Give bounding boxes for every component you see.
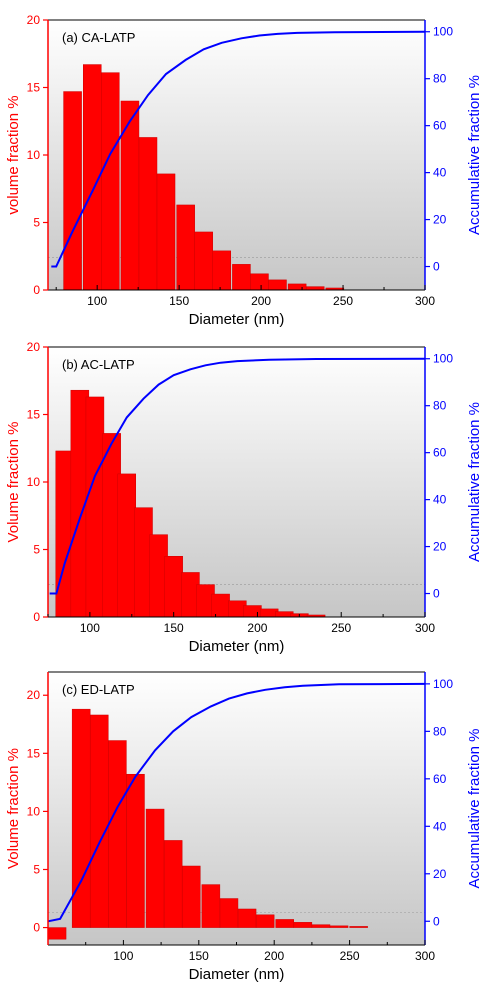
bar-14	[305, 286, 325, 291]
right-tick-label-20: 20	[433, 213, 447, 227]
right-tick-label-40: 40	[433, 819, 447, 833]
left-tick-label-10: 10	[27, 148, 41, 162]
right-tick-label-60: 60	[433, 446, 447, 460]
left-tick-label-5: 5	[33, 543, 40, 557]
left-tick-label-20: 20	[27, 340, 41, 354]
bar-1	[47, 927, 67, 940]
bar-1	[63, 91, 82, 291]
right-tick-label-100: 100	[433, 25, 453, 39]
left-tick-label-5: 5	[33, 216, 40, 230]
x-tick-label-300: 300	[415, 949, 435, 963]
bar-17	[349, 926, 368, 928]
bar-13	[275, 919, 295, 928]
bar-7	[176, 204, 195, 291]
x-tick-label-300: 300	[415, 621, 435, 635]
bar-10	[232, 264, 251, 291]
left-axis-title: Volume fraction %	[5, 422, 22, 543]
bar-2	[71, 708, 91, 928]
bar-8	[182, 865, 201, 928]
x-tick-label-250: 250	[331, 621, 351, 635]
x-tick-label-150: 150	[164, 621, 184, 635]
panel-label: (a) CA-LATP	[62, 30, 135, 45]
bar-11	[250, 273, 269, 291]
bar-9	[212, 250, 231, 291]
bar-13	[287, 283, 307, 291]
right-tick-label-40: 40	[433, 166, 447, 180]
x-tick-label-150: 150	[169, 294, 189, 308]
bar-12	[268, 279, 287, 291]
right-tick-label-80: 80	[433, 724, 447, 738]
right-tick-label-80: 80	[433, 72, 447, 86]
bar-16	[329, 925, 349, 928]
x-tick-label-250: 250	[333, 294, 353, 308]
right-tick-label-60: 60	[433, 772, 447, 786]
right-axis-title: Accumulative fraction %	[466, 402, 483, 562]
x-axis-title: Diameter (nm)	[189, 966, 285, 983]
right-tick-label-0: 0	[433, 260, 440, 274]
left-tick-label-10: 10	[27, 475, 41, 489]
left-tick-label-0: 0	[33, 283, 40, 297]
x-tick-label-200: 200	[247, 621, 267, 635]
panel-label: (c) ED-LATP	[62, 682, 135, 697]
bar-3	[101, 72, 120, 291]
bar-4	[120, 100, 140, 291]
right-tick-label-80: 80	[433, 399, 447, 413]
cumulative-curve	[51, 30, 426, 268]
left-tick-label-5: 5	[33, 862, 40, 876]
right-tick-label-20: 20	[433, 867, 447, 881]
bar-11	[237, 908, 257, 928]
right-tick-label-100: 100	[433, 352, 453, 366]
bar-8	[164, 556, 183, 618]
left-axis-title: volume fraction %	[5, 95, 22, 214]
bar-11	[211, 593, 230, 618]
left-tick-label-0: 0	[33, 610, 40, 624]
bar-15	[311, 924, 331, 928]
x-tick-label-150: 150	[189, 949, 209, 963]
left-tick-label-10: 10	[27, 804, 41, 818]
x-tick-label-200: 200	[251, 294, 271, 308]
right-tick-label-0: 0	[433, 914, 440, 928]
x-axis-title: Diameter (nm)	[189, 311, 285, 328]
left-tick-label-20: 20	[27, 13, 41, 27]
bar-4	[108, 740, 127, 928]
left-tick-label-20: 20	[27, 688, 41, 702]
x-tick-label-100: 100	[80, 621, 100, 635]
x-axis-title: Diameter (nm)	[189, 638, 285, 655]
cumulative-curve	[49, 357, 426, 595]
x-tick-label-200: 200	[264, 949, 284, 963]
bar-9	[201, 884, 221, 928]
left-tick-label-15: 15	[27, 81, 41, 95]
bar-5	[126, 773, 145, 928]
bar-6	[145, 808, 165, 928]
bar-8	[194, 231, 213, 291]
bar-3	[85, 396, 105, 618]
left-tick-label-15: 15	[27, 408, 41, 422]
bar-7	[163, 840, 183, 928]
bar-13	[243, 605, 262, 618]
bar-5	[117, 473, 137, 618]
bar-12	[255, 914, 275, 928]
bar-3	[90, 714, 109, 928]
right-tick-label-60: 60	[433, 119, 447, 133]
right-tick-label-20: 20	[433, 540, 447, 554]
x-tick-label-100: 100	[87, 294, 107, 308]
left-tick-label-15: 15	[27, 746, 41, 760]
x-tick-label-100: 100	[113, 949, 133, 963]
bar-14	[293, 922, 313, 928]
right-axis-title: Accumulative fraction %	[466, 728, 483, 888]
right-axis-title: Accumulative fraction %	[466, 75, 483, 235]
bar-10	[219, 898, 239, 928]
x-tick-label-250: 250	[340, 949, 360, 963]
right-tick-label-0: 0	[433, 587, 440, 601]
cumulative-curve	[47, 682, 426, 923]
left-axis-title: Volume fraction %	[5, 748, 22, 869]
bar-6	[156, 173, 176, 291]
left-tick-label-0: 0	[33, 921, 40, 935]
right-tick-label-100: 100	[433, 677, 453, 691]
x-tick-label-300: 300	[415, 294, 435, 308]
panel-label: (b) AC-LATP	[62, 357, 135, 372]
bar-5	[138, 137, 158, 291]
right-tick-label-40: 40	[433, 493, 447, 507]
